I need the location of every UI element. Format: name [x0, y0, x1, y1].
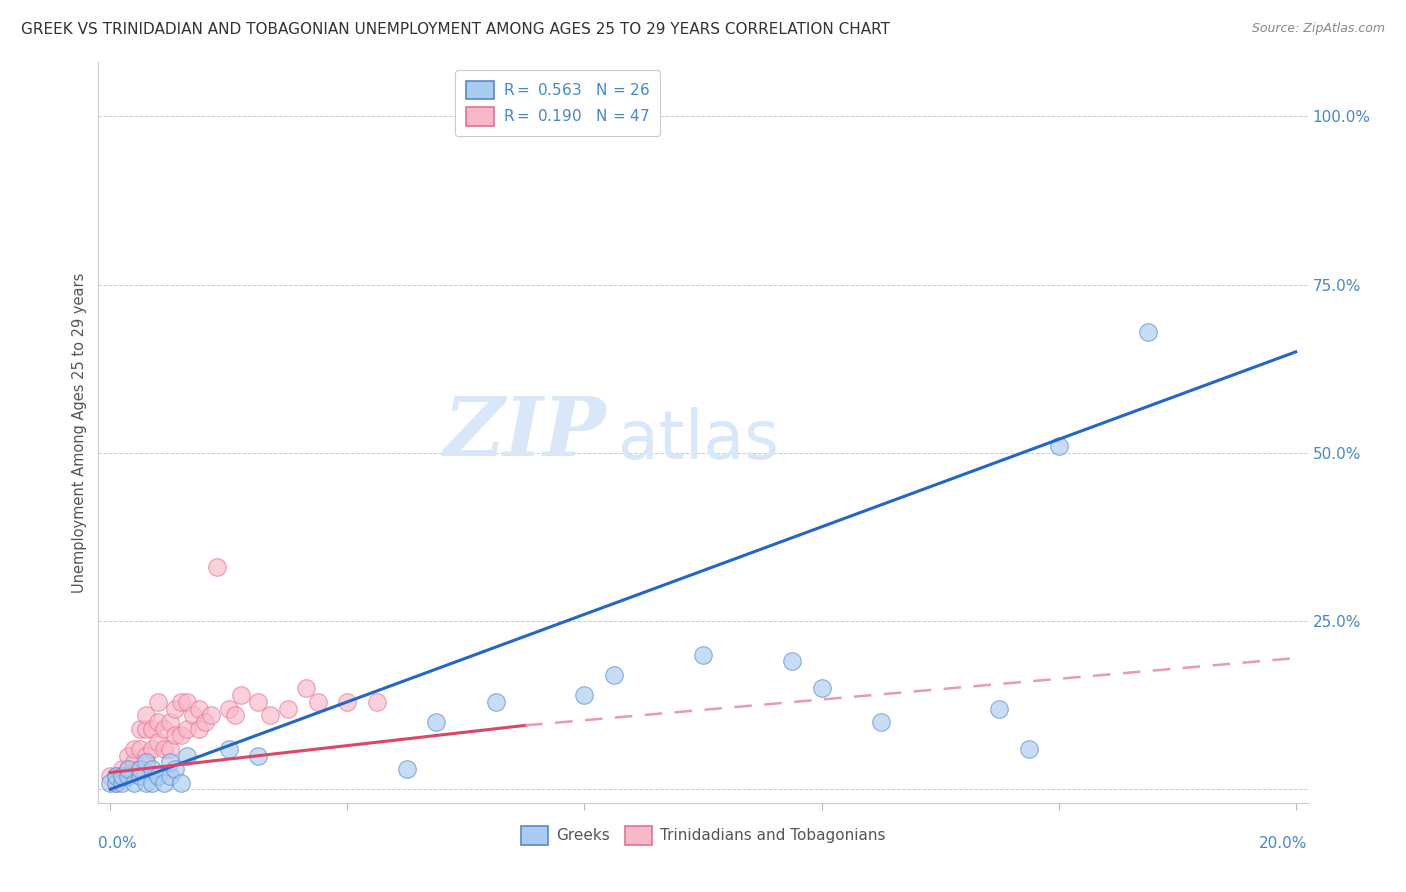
- Point: [159, 714, 181, 729]
- Point: [122, 775, 145, 789]
- Point: [247, 695, 270, 709]
- Point: [159, 742, 181, 756]
- Point: [205, 560, 228, 574]
- Point: [122, 756, 145, 770]
- Point: [117, 762, 139, 776]
- Point: [574, 109, 596, 123]
- Point: [135, 775, 157, 789]
- Text: GREEK VS TRINIDADIAN AND TOBAGONIAN UNEMPLOYMENT AMONG AGES 25 TO 29 YEARS CORRE: GREEK VS TRINIDADIAN AND TOBAGONIAN UNEM…: [21, 22, 890, 37]
- Point: [395, 762, 418, 776]
- Point: [146, 695, 169, 709]
- Point: [111, 775, 134, 789]
- Point: [105, 775, 128, 789]
- Point: [141, 775, 163, 789]
- Point: [117, 769, 139, 783]
- Text: atlas: atlas: [619, 407, 779, 473]
- Point: [247, 748, 270, 763]
- Text: ZIP: ZIP: [444, 392, 606, 473]
- Point: [1136, 325, 1159, 339]
- Point: [105, 775, 128, 789]
- Point: [176, 695, 198, 709]
- Point: [366, 695, 388, 709]
- Point: [188, 722, 211, 736]
- Point: [181, 708, 204, 723]
- Point: [277, 701, 299, 715]
- Point: [111, 769, 134, 783]
- Point: [603, 668, 626, 682]
- Point: [159, 769, 181, 783]
- Point: [111, 762, 134, 776]
- Point: [135, 722, 157, 736]
- Point: [129, 742, 152, 756]
- Point: [692, 648, 714, 662]
- Point: [810, 681, 832, 696]
- Point: [146, 735, 169, 749]
- Point: [129, 769, 152, 783]
- Point: [200, 708, 222, 723]
- Point: [484, 695, 506, 709]
- Point: [129, 762, 152, 776]
- Point: [129, 722, 152, 736]
- Point: [152, 722, 174, 736]
- Point: [224, 708, 246, 723]
- Legend: $\mathregular{R = \ }$0.563$\quad$N = 26, $\mathregular{R = \ }$0.190$\quad$N = : $\mathregular{R = \ }$0.563$\quad$N = 26…: [456, 70, 661, 136]
- Point: [135, 756, 157, 770]
- Point: [117, 769, 139, 783]
- Point: [141, 742, 163, 756]
- Point: [117, 762, 139, 776]
- Point: [165, 762, 187, 776]
- Point: [141, 762, 163, 776]
- Point: [170, 775, 193, 789]
- Point: [122, 742, 145, 756]
- Point: [111, 769, 134, 783]
- Point: [159, 756, 181, 770]
- Point: [165, 701, 187, 715]
- Point: [869, 714, 891, 729]
- Point: [425, 714, 447, 729]
- Point: [152, 742, 174, 756]
- Text: 0.0%: 0.0%: [98, 836, 138, 851]
- Point: [170, 695, 193, 709]
- Point: [229, 688, 252, 702]
- Point: [165, 729, 187, 743]
- Point: [295, 681, 318, 696]
- Point: [574, 688, 596, 702]
- Point: [98, 775, 121, 789]
- Point: [129, 762, 152, 776]
- Point: [188, 701, 211, 715]
- Point: [259, 708, 281, 723]
- Point: [176, 722, 198, 736]
- Point: [1047, 439, 1070, 453]
- Point: [105, 769, 128, 783]
- Point: [117, 748, 139, 763]
- Point: [307, 695, 329, 709]
- Point: [218, 701, 240, 715]
- Text: 20.0%: 20.0%: [1260, 836, 1308, 851]
- Point: [170, 729, 193, 743]
- Point: [1018, 742, 1040, 756]
- Point: [135, 708, 157, 723]
- Point: [98, 769, 121, 783]
- Point: [336, 695, 359, 709]
- Point: [218, 742, 240, 756]
- Point: [780, 655, 803, 669]
- Text: Source: ZipAtlas.com: Source: ZipAtlas.com: [1251, 22, 1385, 36]
- Point: [176, 748, 198, 763]
- Point: [146, 769, 169, 783]
- Point: [146, 714, 169, 729]
- Point: [152, 775, 174, 789]
- Point: [988, 701, 1011, 715]
- Point: [105, 769, 128, 783]
- Y-axis label: Unemployment Among Ages 25 to 29 years: Unemployment Among Ages 25 to 29 years: [72, 272, 87, 593]
- Point: [141, 722, 163, 736]
- Point: [135, 748, 157, 763]
- Point: [194, 714, 217, 729]
